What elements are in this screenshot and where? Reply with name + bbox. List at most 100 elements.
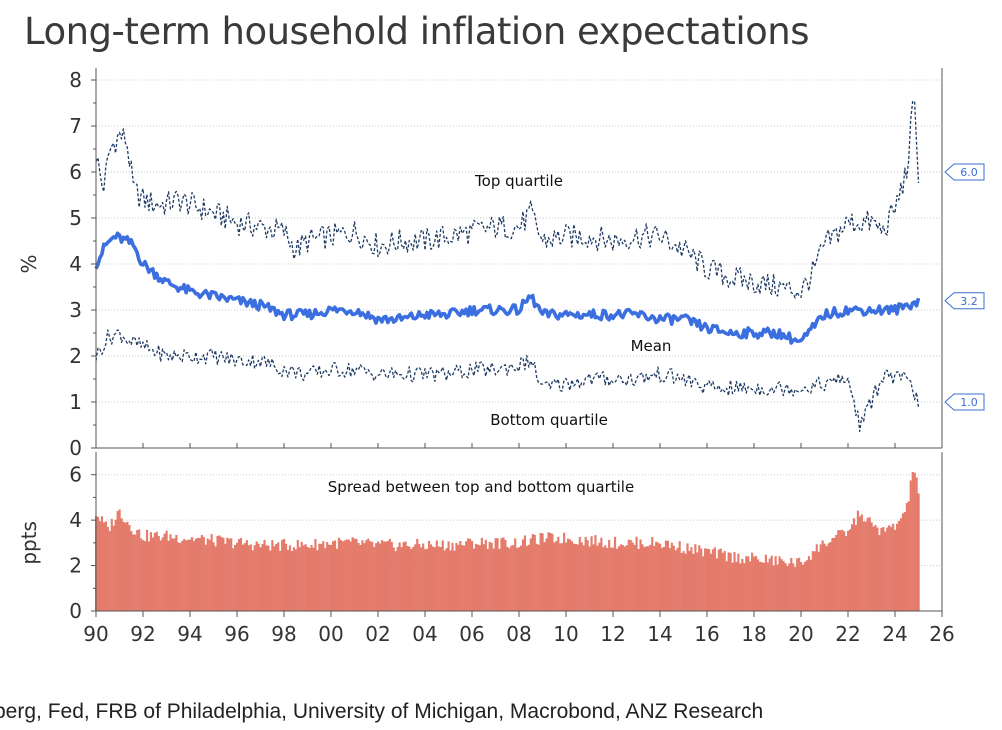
spread-bar bbox=[749, 561, 752, 611]
spread-bar bbox=[801, 564, 805, 611]
mean-line-end-label: 3.2 bbox=[960, 295, 978, 308]
line-layer bbox=[94, 100, 921, 433]
spread-bar bbox=[531, 534, 534, 611]
spread-bar bbox=[807, 556, 811, 611]
spread-bar bbox=[592, 544, 595, 611]
spread-bar bbox=[555, 541, 558, 611]
spread-bar bbox=[890, 526, 893, 611]
top-y-tick-label: 7 bbox=[69, 114, 82, 138]
spread-bar bbox=[471, 541, 474, 611]
axes-layer bbox=[91, 68, 943, 617]
spread-bar bbox=[706, 548, 709, 611]
spread-bar bbox=[792, 563, 795, 611]
spread-bar bbox=[704, 548, 707, 611]
spread-bar bbox=[396, 546, 399, 611]
spread-bar bbox=[684, 553, 687, 611]
spread-bar bbox=[715, 558, 718, 611]
spread-bar bbox=[104, 521, 107, 611]
spread-bar bbox=[322, 541, 325, 611]
spread-bar bbox=[633, 544, 636, 611]
spread-bar bbox=[727, 552, 730, 611]
spread-bar bbox=[868, 517, 871, 611]
spread-bar bbox=[271, 540, 274, 611]
spread-bar bbox=[527, 544, 530, 611]
spread-bar bbox=[288, 545, 292, 611]
mean-annotation: Mean bbox=[631, 337, 672, 355]
spread-bar bbox=[237, 539, 241, 611]
spread-bar bbox=[664, 540, 668, 611]
spread-bar bbox=[570, 541, 574, 611]
spread-bar bbox=[114, 519, 117, 611]
spread-bar bbox=[353, 538, 356, 611]
spread-bar bbox=[290, 551, 294, 611]
spread-bar bbox=[766, 562, 769, 611]
top-y-tick-label: 5 bbox=[69, 206, 82, 230]
top-y-tick-label: 1 bbox=[69, 390, 82, 414]
spread-bar bbox=[392, 547, 395, 611]
spread-bar bbox=[788, 563, 791, 611]
spread-bar bbox=[241, 544, 245, 611]
spread-bar bbox=[549, 532, 552, 611]
spread-bar bbox=[138, 529, 141, 611]
spread-bar bbox=[380, 540, 384, 611]
spread-bar bbox=[882, 527, 885, 611]
top-y-tick-label: 6 bbox=[69, 160, 82, 184]
spread-bar bbox=[275, 543, 278, 611]
spread-bar bbox=[584, 536, 587, 611]
spread-bar bbox=[461, 545, 464, 611]
spread-bar bbox=[400, 547, 403, 611]
spread-bar bbox=[711, 549, 715, 611]
spread-bar bbox=[578, 537, 581, 611]
spread-bar bbox=[339, 540, 342, 611]
spread-bar bbox=[365, 540, 368, 611]
spread-annotation: Spread between top and bottom quartile bbox=[328, 478, 634, 496]
spread-bar bbox=[717, 549, 720, 611]
spread-bar bbox=[770, 555, 773, 611]
spread-bar bbox=[418, 543, 421, 611]
spread-bar bbox=[243, 543, 247, 611]
spread-bar bbox=[161, 537, 164, 611]
spread-bar bbox=[200, 534, 203, 611]
x-tick-label: 94 bbox=[177, 622, 202, 646]
spread-bar bbox=[269, 550, 272, 611]
top-quartile-line-end-label: 6.0 bbox=[960, 166, 978, 179]
spread-bar bbox=[437, 546, 440, 611]
spread-bar bbox=[459, 540, 462, 611]
spread-bar bbox=[631, 542, 634, 611]
spread-bar bbox=[427, 540, 431, 611]
spread-bar bbox=[796, 558, 799, 611]
spread-bar bbox=[651, 537, 654, 611]
spread-bar bbox=[831, 537, 834, 611]
spread-bar bbox=[674, 550, 677, 611]
spread-bar bbox=[134, 534, 137, 611]
spread-bar bbox=[566, 538, 570, 611]
spread-bar bbox=[625, 545, 628, 611]
top-y-tick-label: 8 bbox=[69, 68, 82, 92]
spread-bar bbox=[884, 531, 887, 611]
spread-bar bbox=[255, 541, 258, 611]
spread-bar bbox=[484, 539, 487, 611]
spread-bar bbox=[772, 565, 775, 611]
spread-bar bbox=[518, 547, 521, 611]
spread-bar bbox=[862, 521, 865, 611]
spread-bar bbox=[678, 541, 681, 611]
spread-bar bbox=[208, 539, 211, 611]
spread-bar bbox=[194, 538, 198, 611]
spread-bar bbox=[690, 547, 693, 611]
spread-bar bbox=[551, 533, 554, 611]
x-tick-label: 92 bbox=[130, 622, 155, 646]
spread-bar bbox=[655, 541, 658, 611]
spread-bar bbox=[414, 544, 417, 611]
spread-bar bbox=[803, 561, 807, 611]
spread-bar bbox=[345, 539, 348, 611]
spread-bar bbox=[463, 545, 466, 611]
spread-bar bbox=[729, 552, 732, 611]
spread-bar bbox=[122, 521, 125, 611]
spread-bar bbox=[478, 545, 482, 611]
spread-bar bbox=[694, 544, 697, 611]
spread-bar bbox=[433, 547, 436, 611]
spread-bar bbox=[850, 524, 854, 611]
x-tick-label: 06 bbox=[459, 622, 484, 646]
spread-bar bbox=[222, 537, 225, 611]
